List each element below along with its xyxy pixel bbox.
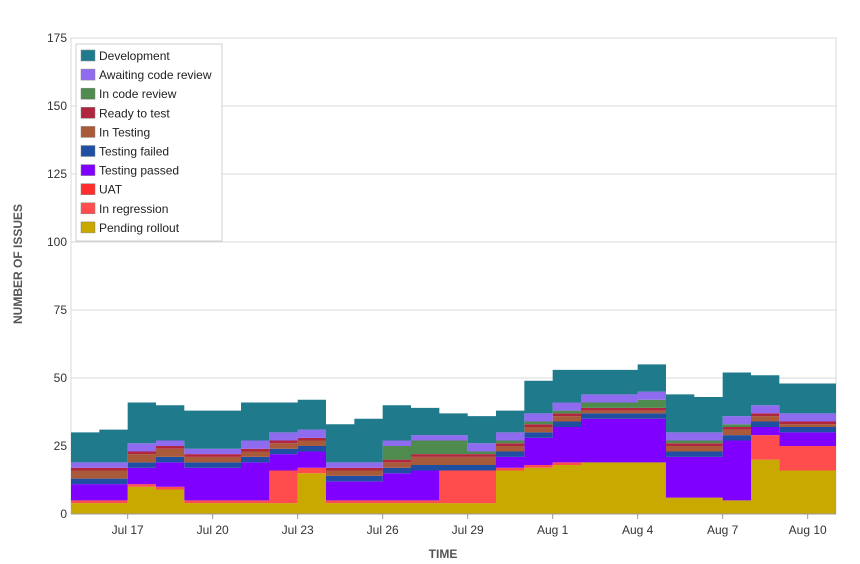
legend-label-in-testing: In Testing <box>99 125 150 139</box>
x-tick-label: Jul 23 <box>282 523 314 537</box>
legend-swatch-development <box>80 49 96 62</box>
area-in-testing <box>71 410 836 479</box>
stacked-areas <box>71 364 836 514</box>
legend-swatch-testing-failed <box>80 145 96 157</box>
legend-swatch-testing-passed <box>80 164 96 176</box>
legend-swatch-ready-to-test <box>80 107 96 119</box>
legend-swatch-in-code-review <box>80 87 96 100</box>
area-in-regression <box>71 435 836 504</box>
area-development <box>71 364 836 463</box>
legend-label-uat: UAT <box>99 183 123 197</box>
area-in-code-review <box>71 399 836 468</box>
x-axis-title: TIME <box>429 547 458 561</box>
x-tick-label: Aug 1 <box>537 523 569 537</box>
legend-box <box>75 43 223 242</box>
axes: 0 25 50 75 100 125 150 175 Jul 17 Jul 20 Jul 23 Jul… <box>47 31 836 537</box>
y-tick-label: 175 <box>47 31 67 45</box>
legend-swatch-awaiting-code-review <box>80 68 96 81</box>
y-tick-label: 25 <box>54 439 68 453</box>
legend-label-development: Development <box>99 49 170 63</box>
area-pending-rollout <box>71 459 836 514</box>
x-tick-label: Aug 7 <box>707 523 739 537</box>
x-tick-label: Aug 4 <box>622 523 654 537</box>
legend: Development Awaiting code review In code r… <box>75 43 223 242</box>
area-ready-to-test <box>71 407 836 471</box>
legend-label-in-code-review: In code review <box>99 87 177 101</box>
legend-label-awaiting-code-review: Awaiting code review <box>99 68 212 82</box>
x-tick-label: Jul 20 <box>197 523 229 537</box>
y-tick-label: 150 <box>47 99 67 113</box>
legend-swatch-in-testing <box>80 126 96 138</box>
area-testing-passed <box>71 418 836 501</box>
legend-swatch-in-regression <box>80 202 96 215</box>
x-tick-label: Aug 10 <box>789 523 827 537</box>
legend-label-ready-to-test: Ready to test <box>99 106 170 120</box>
y-axis-title: NUMBER OF ISSUES <box>11 204 25 324</box>
y-tick-label: 125 <box>47 167 67 181</box>
legend-label-in-regression: In regression <box>99 202 168 216</box>
area-awaiting-code-review <box>71 391 836 468</box>
legend-label-pending-rollout: Pending rollout <box>99 221 180 235</box>
x-tick-label: Jul 26 <box>367 523 399 537</box>
y-tick-label: 75 <box>54 303 68 317</box>
y-tick-label: 50 <box>54 371 68 385</box>
x-tick-label: Jul 29 <box>452 523 484 537</box>
legend-label-testing-failed: Testing failed <box>99 145 169 159</box>
legend-label-testing-passed: Testing passed <box>99 164 179 178</box>
area-testing-failed <box>71 413 836 485</box>
legend-swatch-uat <box>80 183 96 195</box>
y-tick-label: 0 <box>60 507 67 521</box>
y-tick-label: 100 <box>47 235 67 249</box>
legend-swatch-pending-rollout <box>80 221 96 234</box>
x-tick-label: Jul 17 <box>112 523 144 537</box>
